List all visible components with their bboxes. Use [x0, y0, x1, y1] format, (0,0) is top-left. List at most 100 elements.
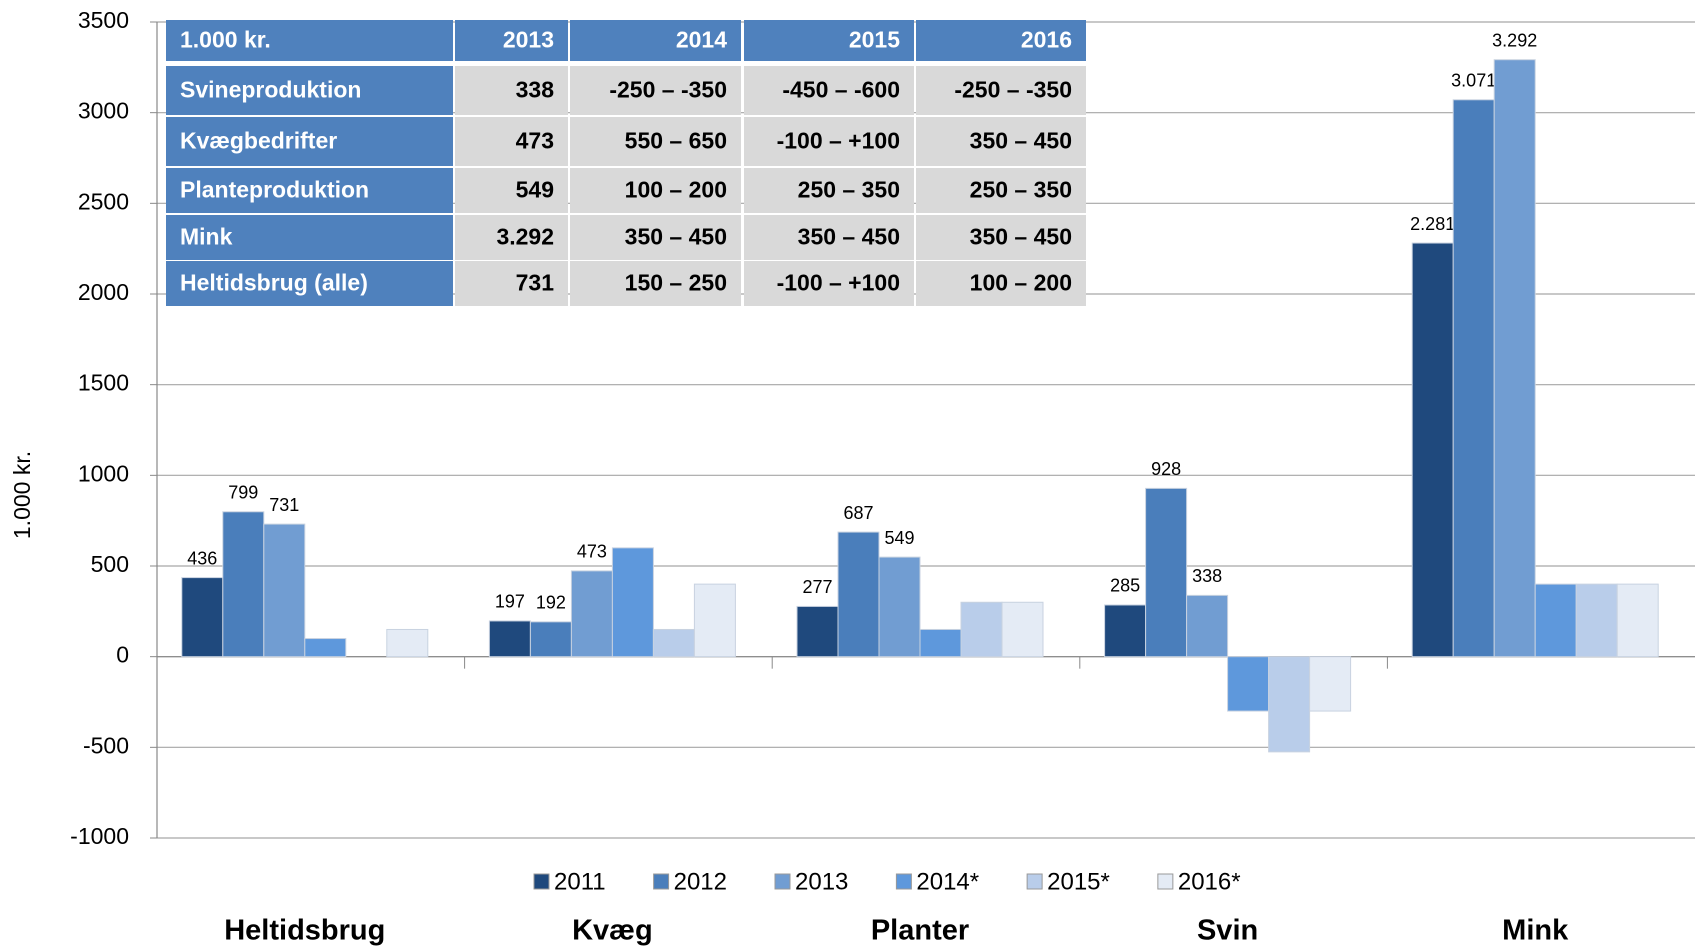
legend-swatch — [533, 873, 550, 890]
legend-label: 2014* — [916, 868, 979, 895]
table-cell — [916, 117, 1086, 166]
bar — [1616, 583, 1659, 658]
table-text: 1.000 kr. — [180, 27, 271, 53]
table-text: 731 — [516, 270, 555, 296]
bar — [1534, 583, 1577, 658]
table-text: 350 – 450 — [970, 224, 1072, 250]
data-label: 3.292 — [1492, 30, 1537, 50]
table-cell — [455, 215, 568, 260]
bar — [878, 556, 921, 658]
table-cell — [570, 66, 741, 115]
table-text: 250 – 350 — [798, 177, 900, 203]
bar — [304, 638, 347, 658]
data-label: 731 — [269, 495, 299, 515]
y-tick-label: -500 — [83, 732, 129, 758]
y-tick-label: 1500 — [78, 370, 129, 396]
data-label: 197 — [495, 592, 525, 612]
legend-label: 2013 — [795, 868, 848, 895]
x-tick-label: Svin — [1197, 915, 1258, 947]
bar — [1104, 604, 1147, 658]
bar — [181, 577, 224, 658]
legend-swatch — [653, 873, 670, 890]
data-label: 2.281 — [1410, 214, 1455, 234]
table-text: 2015 — [849, 27, 900, 53]
table-text: Heltidsbrug (alle) — [180, 270, 368, 296]
table-cell — [455, 20, 568, 61]
table-text: 2014 — [676, 27, 727, 53]
data-label: 928 — [1151, 459, 1181, 479]
data-label: 687 — [843, 503, 873, 523]
y-tick-label: 500 — [91, 551, 129, 577]
bar — [222, 511, 265, 658]
table-cell — [916, 66, 1086, 115]
table-text: Svineproduktion — [180, 77, 361, 103]
x-tick-label: Heltidsbrug — [224, 915, 385, 947]
table-text: 350 – 450 — [970, 128, 1072, 154]
table-text: 550 – 650 — [625, 128, 727, 154]
data-label: 473 — [577, 542, 607, 562]
y-tick-label: 1000 — [78, 460, 129, 486]
bar — [1186, 594, 1229, 658]
table-cell — [916, 215, 1086, 260]
x-tick-label: Kvæg — [572, 915, 653, 947]
data-label: 192 — [536, 593, 566, 613]
table-text: Kvægbedrifter — [180, 128, 337, 154]
table-cell — [166, 261, 453, 306]
table-text: -100 – +100 — [777, 270, 900, 296]
bar — [488, 620, 531, 658]
bar — [386, 628, 429, 658]
bar — [611, 547, 654, 658]
bar — [1452, 99, 1495, 658]
table-cell — [570, 215, 741, 260]
table-cell — [570, 168, 741, 213]
table-cell — [744, 20, 914, 61]
y-axis-title: 1.000 kr. — [9, 451, 35, 539]
table-text: 100 – 200 — [625, 177, 727, 203]
table-cell — [916, 20, 1086, 61]
table-text: 549 — [516, 177, 554, 203]
y-tick-label: 0 — [116, 642, 129, 668]
table-cell — [166, 66, 453, 115]
bar — [1493, 59, 1536, 658]
bar — [1268, 656, 1311, 753]
bar — [529, 621, 572, 658]
table-text: -250 – -350 — [609, 77, 727, 103]
table-text: 350 – 450 — [625, 224, 727, 250]
table-text: 338 — [516, 77, 555, 103]
data-label: 3.071 — [1451, 71, 1496, 91]
table-text: 250 – 350 — [970, 177, 1072, 203]
table-text: Mink — [180, 224, 233, 250]
table-text: 350 – 450 — [798, 224, 900, 250]
bar — [796, 605, 839, 658]
table-cell — [455, 168, 568, 213]
table-cell — [455, 66, 568, 115]
table-cell — [744, 117, 914, 166]
data-label: 799 — [228, 483, 258, 503]
data-label: 436 — [187, 548, 217, 568]
legend-swatch — [1026, 873, 1043, 890]
legend-swatch — [895, 873, 912, 890]
data-label: 285 — [1110, 576, 1140, 596]
table-text: 473 — [516, 128, 554, 154]
table-text: 2013 — [503, 27, 554, 53]
bar — [263, 523, 306, 658]
table-text: 100 – 200 — [970, 270, 1072, 296]
table-cell — [166, 215, 453, 260]
table-text: -100 – +100 — [777, 128, 900, 154]
table-text: -450 – -600 — [782, 77, 900, 103]
data-label: 338 — [1192, 566, 1222, 586]
legend-label: 2012 — [674, 868, 727, 895]
table-cell — [570, 20, 741, 61]
table-cell — [916, 168, 1086, 213]
legend-swatch — [1157, 873, 1174, 890]
table-cell — [455, 117, 568, 166]
table-cell — [166, 168, 453, 213]
table-cell — [570, 261, 741, 306]
data-label: 549 — [884, 528, 914, 548]
table-text: 3.292 — [496, 224, 554, 250]
x-tick-label: Planter — [871, 915, 969, 947]
bar — [652, 628, 695, 658]
bar — [1001, 601, 1044, 658]
data-label: 277 — [802, 577, 832, 597]
